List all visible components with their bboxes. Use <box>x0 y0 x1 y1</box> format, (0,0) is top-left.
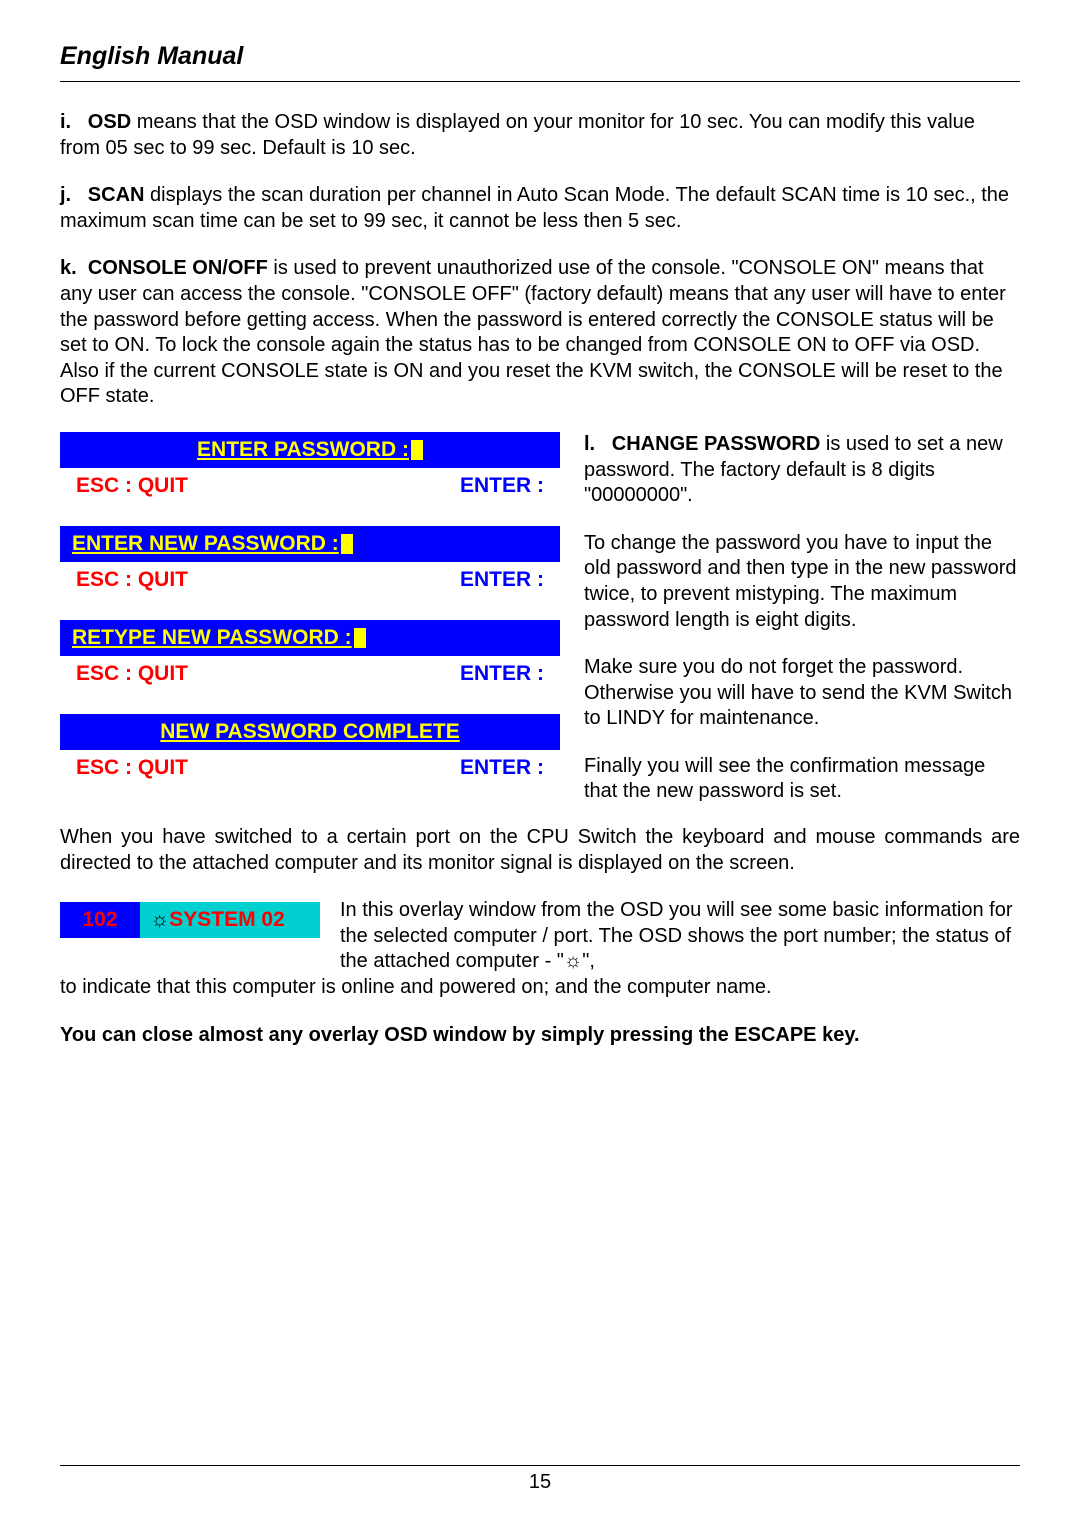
overlay-text-1: In this overlay window from the OSD you … <box>340 898 1020 975</box>
section-i-text: means that the OSD window is displayed o… <box>60 111 975 159</box>
osd-footer: ESC : QUIT ENTER : <box>60 750 560 786</box>
section-j-label: j. <box>60 184 71 206</box>
osd-esc-label: ESC : QUIT <box>76 568 188 592</box>
osd-password-complete: NEW PASSWORD COMPLETE ESC : QUIT ENTER : <box>60 714 560 786</box>
section-i-term: OSD <box>88 111 131 133</box>
section-j-term: SCAN <box>88 184 145 206</box>
osd-dialogs: ENTER PASSWORD : ESC : QUIT ENTER : ENTE… <box>60 432 560 786</box>
osd-footer: ESC : QUIT ENTER : <box>60 656 560 692</box>
section-l-term: CHANGE PASSWORD <box>612 433 821 455</box>
section-k-label: k. <box>60 257 77 279</box>
osd-enter-label: ENTER : <box>460 474 544 498</box>
section-l-para3: Make sure you do not forget the password… <box>584 655 1020 732</box>
osd-retype-new-password-header: RETYPE NEW PASSWORD : <box>60 620 560 656</box>
section-l: l. CHANGE PASSWORD is used to set a new … <box>584 432 1020 805</box>
sun-icon: ☼ <box>150 908 169 931</box>
section-j: j. SCAN displays the scan duration per c… <box>60 183 1020 234</box>
closing-instruction: You can close almost any overlay OSD win… <box>60 1023 1020 1049</box>
section-l-label: l. <box>584 433 595 455</box>
osd-password-complete-header: NEW PASSWORD COMPLETE <box>60 714 560 750</box>
section-l-para2: To change the password you have to input… <box>584 531 1020 633</box>
osd-enter-label: ENTER : <box>460 756 544 780</box>
footer-rule <box>60 1465 1020 1466</box>
port-number: 102 <box>60 902 140 938</box>
section-k: k. CONSOLE ON/OFF is used to prevent una… <box>60 256 1020 410</box>
switch-paragraph: When you have switched to a certain port… <box>60 825 1020 876</box>
osd-enter-new-password: ENTER NEW PASSWORD : ESC : QUIT ENTER : <box>60 526 560 598</box>
port-system-name: SYSTEM 02 <box>169 908 285 931</box>
osd-esc-label: ESC : QUIT <box>76 756 188 780</box>
osd-enter-new-password-label: ENTER NEW PASSWORD : <box>72 532 339 555</box>
cursor-icon <box>341 534 353 554</box>
overlay-text-2: to indicate that this computer is online… <box>60 975 1020 1001</box>
section-i: i. OSD means that the OSD window is disp… <box>60 110 1020 161</box>
osd-enter-password-label: ENTER PASSWORD : <box>197 438 409 461</box>
osd-footer: ESC : QUIT ENTER : <box>60 468 560 504</box>
osd-enter-password: ENTER PASSWORD : ESC : QUIT ENTER : <box>60 432 560 504</box>
section-j-text: displays the scan duration per channel i… <box>60 184 1009 232</box>
port-overlay-row: 102 ☼SYSTEM 02 In this overlay window fr… <box>60 898 1020 975</box>
section-l-para4: Finally you will see the confirmation me… <box>584 754 1020 805</box>
section-l-para1: l. CHANGE PASSWORD is used to set a new … <box>584 432 1020 509</box>
osd-esc-label: ESC : QUIT <box>76 662 188 686</box>
page-header-title: English Manual <box>60 42 1020 71</box>
osd-retype-new-password: RETYPE NEW PASSWORD : ESC : QUIT ENTER : <box>60 620 560 692</box>
cursor-icon <box>411 440 423 460</box>
osd-enter-label: ENTER : <box>460 662 544 686</box>
section-k-text: is used to prevent unauthorized use of t… <box>60 257 1006 407</box>
osd-enter-password-header: ENTER PASSWORD : <box>60 432 560 468</box>
osd-section: ENTER PASSWORD : ESC : QUIT ENTER : ENTE… <box>60 432 1020 805</box>
osd-footer: ESC : QUIT ENTER : <box>60 562 560 598</box>
section-i-label: i. <box>60 111 71 133</box>
osd-enter-new-password-header: ENTER NEW PASSWORD : <box>60 526 560 562</box>
osd-retype-new-password-label: RETYPE NEW PASSWORD : <box>72 626 352 649</box>
cursor-icon <box>354 628 366 648</box>
port-badge: 102 ☼SYSTEM 02 <box>60 902 320 938</box>
osd-esc-label: ESC : QUIT <box>76 474 188 498</box>
page-number: 15 <box>0 1471 1080 1494</box>
section-k-term: CONSOLE ON/OFF <box>88 257 268 279</box>
port-name: ☼SYSTEM 02 <box>140 902 320 938</box>
osd-enter-label: ENTER : <box>460 568 544 592</box>
header-rule <box>60 81 1020 82</box>
osd-password-complete-label: NEW PASSWORD COMPLETE <box>160 720 459 743</box>
